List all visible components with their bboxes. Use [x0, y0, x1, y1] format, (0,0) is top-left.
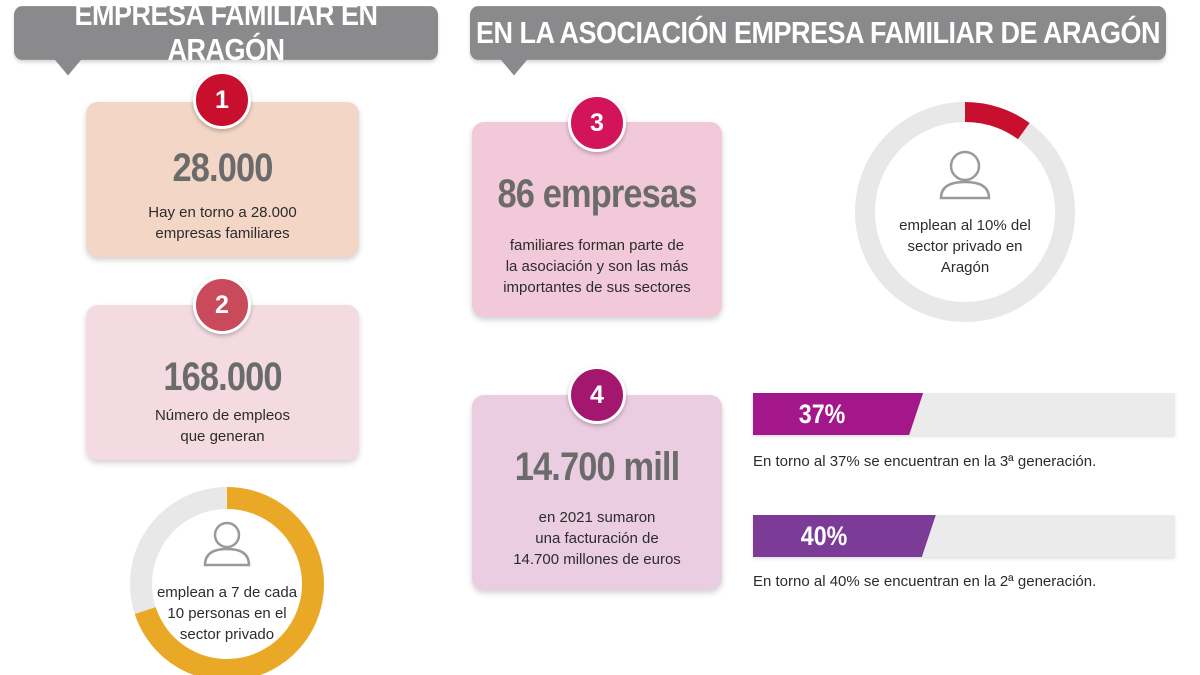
ring-arc	[964, 102, 1030, 140]
bar-track-1: 37%	[753, 393, 1175, 435]
ring-left-label: emplean a 7 de cada 10 personas en el se…	[143, 582, 311, 645]
banner-left-tail	[54, 58, 82, 76]
ring-background	[141, 498, 313, 670]
stat-card-3: 86 empresas familiares forman parte de l…	[472, 122, 722, 317]
stat-value: 28.000	[172, 146, 273, 190]
ring-right-label: emplean al 10% del sector privado en Ara…	[875, 215, 1055, 278]
ring-chart-left	[130, 487, 324, 675]
ring-label-line3: sector privado	[179, 626, 275, 643]
bar-value-label-1: 37%	[798, 399, 846, 429]
stat-desc-line1: Número de empleos	[154, 407, 291, 424]
stat-desc-line1: en 2021 sumaron	[538, 509, 656, 526]
stat-desc-line3: importantes de sus sectores	[503, 279, 691, 296]
stat-desc-line2: que generan	[180, 428, 265, 445]
bar-category-label-2: En torno al 40% se encuentran en la 2ª g…	[753, 573, 1097, 590]
stat-desc-line1: Hay en torno a 28.000	[148, 204, 297, 221]
stat-desc-line2: una facturación de	[535, 530, 659, 547]
number-badge-3: 3	[568, 94, 626, 152]
ring-label-line2: sector privado en	[907, 238, 1023, 255]
ring-label-line3: Aragón	[940, 259, 990, 276]
bar-track-2: 40%	[753, 515, 1175, 557]
stat-desc-line1: familiares forman parte de	[509, 237, 685, 254]
number-badge-4: 4	[568, 366, 626, 424]
number-badge-2: 2	[193, 276, 251, 334]
banner-left-title: EMPRESA FAMILIAR EN ARAGÓN	[74, 0, 378, 67]
ring-label-line2: 10 personas en el	[167, 605, 287, 622]
bar-fill-2	[753, 515, 936, 557]
stat-value: 168.000	[163, 355, 282, 399]
banner-right: EN LA ASOCIACIÓN EMPRESA FAMILIAR DE ARA…	[470, 6, 1166, 76]
stat-desc-line2: la asociación y son las más	[505, 258, 689, 275]
banner-right-title: EN LA ASOCIACIÓN EMPRESA FAMILIAR DE ARA…	[475, 15, 1161, 50]
stat-card-2: 168.000 Número de empleos que generan	[86, 305, 359, 460]
ring-label-line1: emplean al 10% del	[899, 217, 1031, 234]
bar-fill-1	[753, 393, 923, 435]
stat-value: 14.700 mill	[514, 445, 680, 489]
ring-arc	[134, 487, 324, 675]
stat-desc-line2: empresas familiares	[155, 225, 290, 242]
ring-background	[865, 112, 1065, 312]
bar-category-label-1: En torno al 37% se encuentran en la 3ª g…	[753, 453, 1097, 470]
stat-value: 86 empresas	[497, 172, 697, 216]
person-icon	[203, 521, 251, 567]
number-badge-1: 1	[193, 71, 251, 129]
ring-chart-right	[855, 102, 1075, 322]
banner-left: EMPRESA FAMILIAR EN ARAGÓN	[14, 0, 438, 76]
bar-value-label-2: 40%	[800, 521, 848, 551]
ring-track	[130, 487, 228, 614]
banner-right-tail	[500, 58, 528, 76]
stat-card-4: 14.700 mill en 2021 sumaron una facturac…	[472, 395, 722, 590]
stat-desc-line3: 14.700 millones de euros	[513, 551, 681, 568]
ring-track	[855, 102, 1075, 322]
person-icon	[939, 150, 991, 200]
ring-label-line1: emplean a 7 de cada	[156, 584, 298, 601]
